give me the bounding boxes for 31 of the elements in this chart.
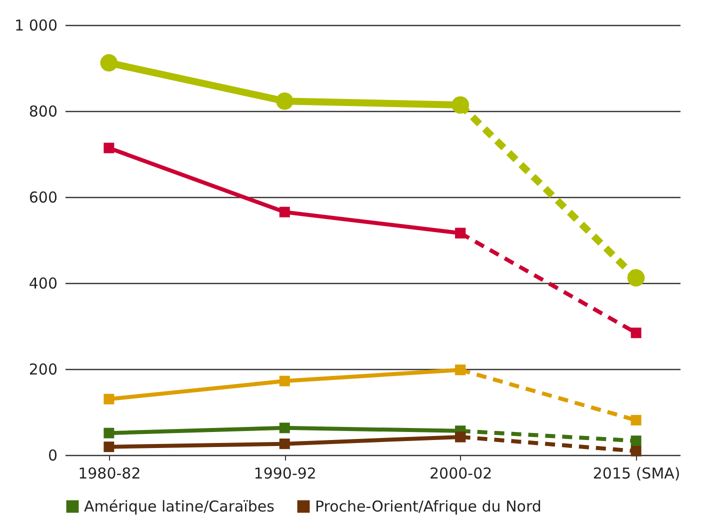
y-tick-label: 1 000 (14, 16, 58, 34)
point (455, 364, 466, 376)
point (104, 442, 114, 452)
y-tick-label: 400 (28, 274, 58, 292)
y-tick-label: 800 (28, 102, 58, 120)
point (452, 96, 470, 114)
point (276, 92, 294, 110)
x-tick-label: 1990-92 (254, 464, 316, 482)
x-tick-label: 2000-02 (430, 464, 492, 482)
point (104, 428, 114, 438)
point (630, 414, 642, 426)
point (279, 422, 290, 434)
y-tick-label: 0 (48, 446, 58, 464)
point (630, 328, 642, 338)
point (279, 206, 290, 218)
point (100, 54, 118, 72)
x-tick-label: 2015 (SMA) (592, 464, 680, 482)
point (104, 394, 114, 404)
y-tick-label: 200 (28, 360, 58, 378)
point (455, 228, 466, 238)
x-tick-label: 1980-82 (78, 464, 141, 482)
point (455, 432, 466, 442)
point (630, 436, 642, 446)
point (627, 269, 645, 286)
point (630, 446, 642, 456)
point (279, 438, 290, 450)
y-tick-label: 600 (28, 188, 58, 206)
legend-label: Amérique latine/Caraïbes (84, 498, 275, 516)
legend-label: Proche-Orient/Afrique du Nord (315, 498, 542, 516)
point (279, 376, 290, 386)
point (104, 142, 114, 154)
